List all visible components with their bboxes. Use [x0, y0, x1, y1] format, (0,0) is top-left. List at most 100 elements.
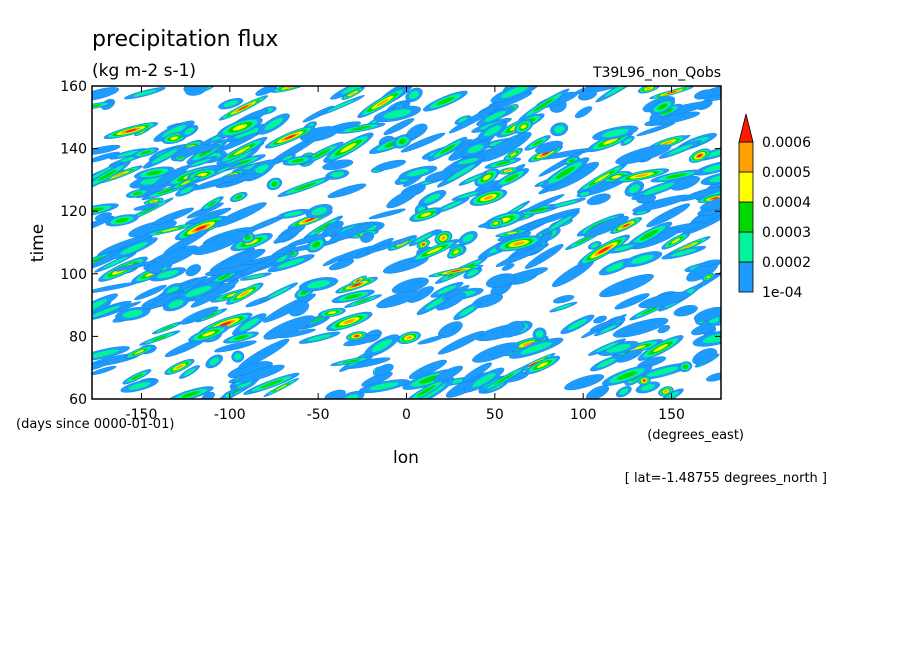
contour-level: [92, 282, 138, 294]
contour-level: [510, 152, 517, 157]
contour-level: [425, 170, 453, 182]
precip-patch: [152, 207, 194, 225]
precip-patch: [409, 207, 443, 222]
precip-patch: [193, 230, 248, 256]
precip-patch: [219, 248, 266, 270]
precip-patch: [236, 364, 285, 383]
contour-level: [193, 230, 248, 256]
colorbar-label: 0.0004: [762, 195, 811, 211]
precip-patch: [586, 385, 610, 399]
precip-patch: [298, 277, 339, 292]
precip-patch: [134, 166, 175, 180]
contour-level: [603, 137, 618, 145]
precip-patch: [501, 320, 524, 338]
contour-level: [472, 372, 496, 388]
y-axis-units: (days since 0000-01-01): [16, 417, 174, 432]
contour-level: [493, 373, 515, 385]
contour-level: [183, 368, 196, 376]
contour-level: [168, 299, 184, 309]
contour-level: [549, 215, 572, 230]
precip-patch: [180, 124, 199, 138]
precip-patch: [94, 212, 112, 221]
precip-patch: [577, 234, 631, 266]
contour-level: [162, 125, 187, 138]
precip-patch: [541, 157, 590, 189]
contour-level: [161, 325, 174, 331]
contour-level: [406, 123, 428, 139]
contour-level: [145, 170, 163, 176]
contour-level: [646, 366, 679, 377]
precip-patch: [200, 196, 224, 211]
colorbar-label: 0.0006: [762, 135, 811, 151]
precip-patch: [386, 188, 420, 209]
precip-patch: [678, 361, 693, 373]
precip-patch: [550, 122, 569, 137]
precip-patch: [365, 236, 415, 254]
contour-level: [484, 111, 506, 122]
contour-level: [233, 146, 250, 156]
contour-level: [152, 165, 190, 188]
precip-patch: [430, 281, 464, 298]
precip-patch: [546, 197, 586, 210]
contour-level: [657, 103, 668, 110]
contour-level: [180, 306, 219, 325]
contour-level: [92, 144, 121, 155]
contour-level: [312, 148, 331, 159]
precip-patch: [92, 161, 131, 190]
contour-level: [213, 202, 267, 228]
contour-level: [398, 138, 407, 145]
contour-level: [706, 275, 711, 279]
contour-level: [293, 182, 317, 191]
contour-level: [458, 191, 479, 199]
contour-level: [671, 238, 681, 244]
precip-patch: [400, 132, 446, 153]
precip-patch: [177, 276, 208, 291]
contour-level: [273, 225, 306, 244]
contour-level: [328, 258, 355, 271]
precip-patch: [358, 379, 410, 394]
colorbar-box: [738, 201, 754, 233]
contour-level: [277, 258, 305, 269]
contour-level: [235, 127, 259, 139]
precip-patch: [593, 322, 623, 337]
precip-patch: [589, 320, 613, 332]
precip-patch: [125, 188, 150, 198]
y-axis-title: time: [28, 224, 48, 262]
contour-level: [305, 217, 316, 222]
contour-level: [139, 150, 152, 155]
contour-level: [702, 333, 721, 344]
colorbar-extend-arrow: [738, 113, 754, 143]
contour-level: [205, 312, 218, 319]
contour-level: [520, 124, 527, 129]
contour-level: [554, 125, 565, 134]
precip-patch: [509, 337, 564, 359]
contour-level: [596, 358, 616, 368]
precip-patch: [586, 193, 611, 206]
precip-patch: [397, 331, 421, 345]
precip-patch: [368, 208, 406, 220]
latitude-annotation: [ lat=-1.48755 degrees_north ]: [625, 471, 827, 486]
contour-level: [453, 249, 459, 255]
y-axis: 60 80 100 120 140 160: [60, 79, 721, 408]
precip-patch: [243, 372, 300, 395]
contour-level: [673, 305, 698, 317]
plot-area: [91, 85, 722, 400]
precip-patch: [357, 87, 408, 118]
precip-patch: [103, 122, 159, 140]
contour-level: [422, 243, 425, 246]
precip-patch: [373, 159, 407, 171]
precip-patch: [346, 331, 368, 341]
precip-patch: [552, 295, 575, 304]
precip-patch: [706, 372, 721, 382]
x-axis-title: lon: [393, 448, 419, 468]
precip-patch: [560, 314, 595, 335]
contour-level: [92, 299, 108, 315]
contour-level: [459, 306, 475, 317]
contour-level: [112, 260, 157, 272]
contour-level: [606, 261, 626, 272]
precip-patch: [437, 330, 485, 355]
precip-patch: [321, 226, 344, 237]
contour-level: [350, 126, 371, 131]
contour-level: [703, 163, 721, 173]
precip-patch: [416, 239, 431, 250]
